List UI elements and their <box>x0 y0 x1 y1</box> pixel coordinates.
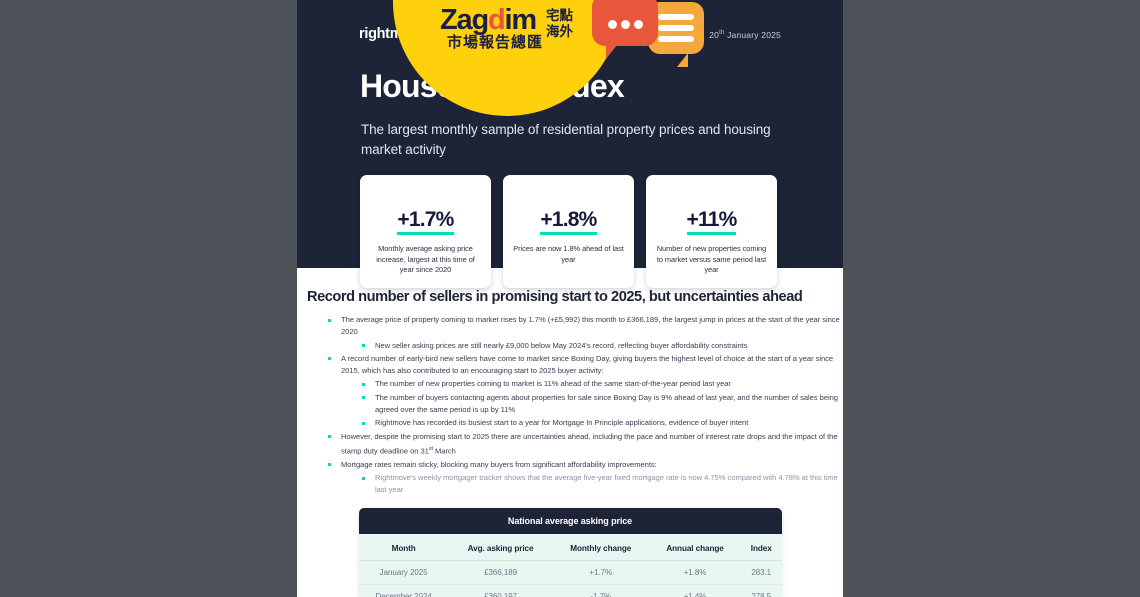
report-date-ordinal: th <box>719 30 725 37</box>
bubble-line-icon <box>658 25 694 31</box>
table-cell: +1.8% <box>649 560 741 585</box>
zagdim-brand-accent: d <box>487 4 506 36</box>
table-title: National average asking price <box>358 507 782 534</box>
table-column-header: Index <box>740 533 782 561</box>
report-date: 20th January 2025 <box>709 30 781 40</box>
stat-label: Number of new properties coming to marke… <box>656 244 767 274</box>
table-body: January 2025 £366,189 +1.7% +1.8% 283.1 Decem… <box>358 560 782 597</box>
zagdim-brand-prefix: Zag <box>440 4 489 36</box>
bullet-item: The average price of property coming to … <box>325 314 843 339</box>
stat-value: +1.7% <box>397 209 454 235</box>
national-average-asking-price-table: National average asking price Month Avg. … <box>358 507 782 597</box>
bubble-line-icon <box>658 14 694 20</box>
ordinal-suffix: st <box>428 445 433 452</box>
stat-card-row: +1.7% Monthly average asking price increa… <box>360 175 777 288</box>
key-points-list: The average price of property coming to … <box>325 314 843 497</box>
sub-bullet-item: Rightmove has recorded its busiest start… <box>359 417 843 429</box>
zagdim-brand-text: Zagdim <box>440 4 537 36</box>
sub-bullet-item: New seller asking prices are still nearl… <box>359 340 843 352</box>
stat-card: +1.7% Monthly average asking price increa… <box>360 175 491 288</box>
table-cell: +1.7% <box>552 560 650 585</box>
table-cell: 278.5 <box>740 584 782 597</box>
ellipsis-dot-icon <box>634 20 643 29</box>
table-cell: 283.1 <box>740 560 782 585</box>
section-heading: Record number of sellers in promising st… <box>307 289 803 305</box>
bullet-item: A record number of early-bird new seller… <box>325 353 843 378</box>
data-table: Month Avg. asking price Monthly change Annu… <box>358 533 782 597</box>
stat-value: +1.8% <box>540 209 597 235</box>
bullet-item: However, despite the promising start to … <box>325 431 843 458</box>
table-column-header: Month <box>358 533 449 561</box>
zagdim-brand-suffix: im <box>504 4 537 36</box>
report-date-rest: January 2025 <box>724 30 781 40</box>
stat-value: +11% <box>686 209 737 235</box>
stat-card: +11% Number of new properties coming to m… <box>646 175 777 288</box>
sub-bullet-item: Rightmove's weekly mortgager tracker sho… <box>359 472 843 497</box>
report-body: Record number of sellers in promising st… <box>297 268 843 597</box>
table-cell: January 2025 <box>358 560 449 585</box>
table-cell: -1.7% <box>552 584 650 597</box>
table-header-row: Month Avg. asking price Monthly change Annu… <box>358 533 782 561</box>
zagdim-chinese-right-line2: 海外 <box>546 23 573 39</box>
stat-card: +1.8% Prices are now 1.8% ahead of last y… <box>503 175 634 288</box>
zagdim-wordmark: Zagdim <box>440 4 537 36</box>
table-column-header: Annual change <box>649 533 741 561</box>
table-row: January 2025 £366,189 +1.7% +1.8% 283.1 <box>358 560 782 585</box>
bubble-line-icon <box>658 36 694 42</box>
bullet-item: Mortgage rates remain sticky, blocking m… <box>325 459 843 471</box>
ellipsis-dot-icon <box>608 20 617 29</box>
zagdim-chinese-right: 宅點 海外 <box>546 8 573 39</box>
ellipsis-dot-icon <box>621 20 630 29</box>
zagdim-chinese-right-line1: 宅點 <box>546 8 573 23</box>
table-cell: December 2024 <box>358 584 449 597</box>
table-column-header: Avg. asking price <box>448 533 553 561</box>
report-date-day: 20 <box>709 30 720 40</box>
table-cell: £366,189 <box>448 560 553 585</box>
zagdim-chinese-tagline: 市場報告總匯 <box>447 34 544 51</box>
stat-label: Monthly average asking price increase, l… <box>376 244 475 274</box>
table-column-header: Monthly change <box>552 533 650 561</box>
sub-bullet-item: The number of buyers contacting agents a… <box>359 392 843 417</box>
table-cell: +1.4% <box>649 584 741 597</box>
stat-label: Prices are now 1.8% ahead of last year <box>513 244 624 264</box>
hero-subtitle: The largest monthly sample of residentia… <box>361 122 771 157</box>
table-cell: £360,197 <box>448 584 553 597</box>
sub-bullet-item: The number of new properties coming to m… <box>359 378 843 390</box>
table-row: December 2024 £360,197 -1.7% +1.4% 278.5 <box>358 584 782 597</box>
table-head: Month Avg. asking price Monthly change Annu… <box>358 533 782 561</box>
